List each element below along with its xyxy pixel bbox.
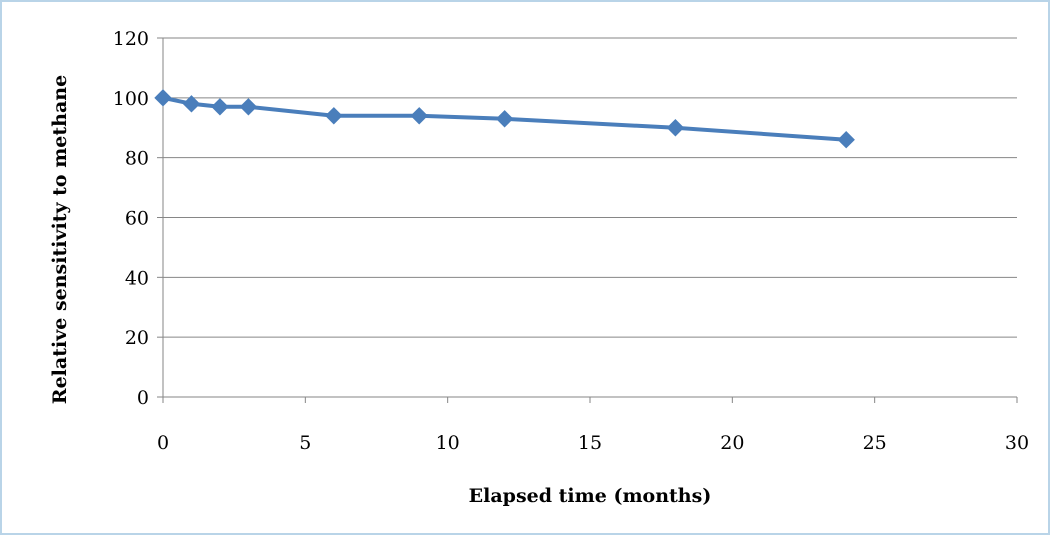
y-tick-label: 0 — [137, 387, 149, 409]
y-axis-ticks: 0 20 40 60 80 100 120 — [113, 28, 163, 409]
data-point-marker — [410, 107, 428, 125]
data-point-marker — [837, 131, 855, 149]
y-tick-label: 40 — [125, 267, 149, 289]
y-tick-label: 60 — [125, 208, 149, 230]
data-point-marker — [182, 95, 201, 113]
x-tick-label: 15 — [578, 432, 602, 454]
x-tick-label: 5 — [299, 432, 311, 454]
series — [154, 89, 855, 149]
y-tick-label: 80 — [125, 148, 149, 170]
y-tick-label: 120 — [113, 28, 149, 50]
x-tick-label: 20 — [720, 432, 744, 454]
x-axis-ticks: 0 5 10 15 20 25 30 — [157, 397, 1029, 454]
y-tick-label: 100 — [113, 88, 149, 110]
x-tick-label: 0 — [157, 432, 169, 454]
x-axis-title: Elapsed time (months) — [469, 485, 712, 507]
x-tick-label: 10 — [436, 432, 460, 454]
data-point-marker — [495, 110, 514, 128]
data-point-marker — [154, 89, 172, 107]
x-tick-label: 25 — [863, 432, 887, 454]
data-point-marker — [325, 107, 343, 125]
data-point-marker — [666, 119, 685, 137]
x-tick-label: 30 — [1005, 432, 1029, 454]
gridlines — [163, 37, 1017, 338]
data-point-marker — [211, 98, 229, 116]
data-point-marker — [239, 98, 258, 116]
y-axis-title: Relative sensitivity to methane — [49, 75, 71, 404]
y-tick-label: 20 — [125, 327, 149, 349]
